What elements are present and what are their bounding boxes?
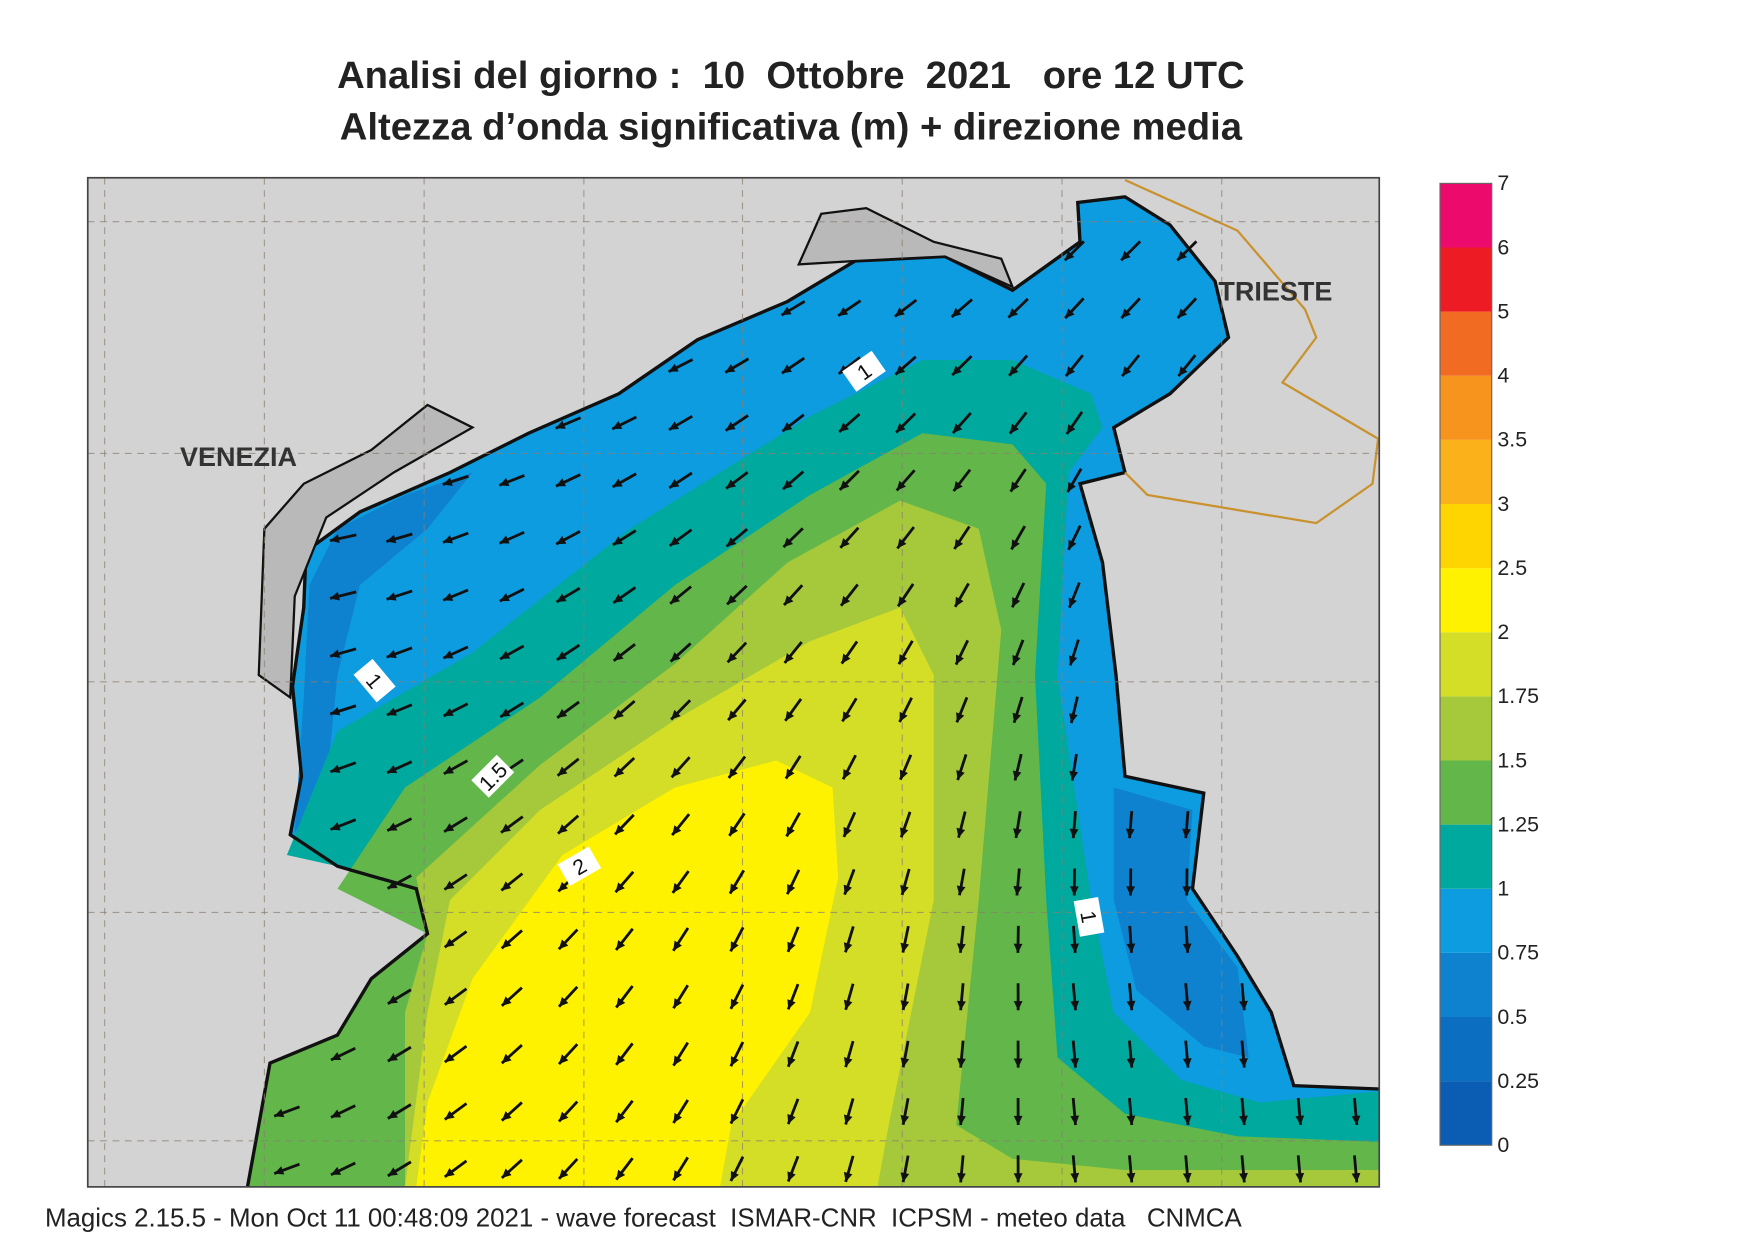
legend-tick: 2.5 — [1497, 556, 1527, 580]
legend-tick: 1 — [1497, 877, 1509, 901]
legend-tick: 0.5 — [1497, 1005, 1527, 1029]
legend-swatch — [1440, 1017, 1492, 1081]
legend-tick: 6 — [1497, 235, 1509, 259]
legend-swatch — [1440, 825, 1492, 889]
legend: 0 0.25 0.5 0.75 1 1.25 1.5 1.75 2 2.5 3 3.5 4 5 6 7 — [1440, 171, 1539, 1157]
legend-swatch — [1440, 248, 1492, 312]
legend-swatch — [1440, 312, 1492, 376]
legend-tick: 3 — [1497, 492, 1509, 516]
legend-tick: 1.5 — [1497, 748, 1527, 772]
title-line-1: Analisi del giorno : 10 Ottobre 2021 ore… — [337, 54, 1245, 97]
footer: Magics 2.15.5 - Mon Oct 11 00:48:09 2021… — [45, 1204, 1242, 1232]
legend-swatch — [1440, 568, 1492, 632]
legend-tick: 0.25 — [1497, 1069, 1539, 1093]
map: 111.521 VENEZIA TRIESTE — [88, 178, 1380, 1187]
legend-tick: 0.75 — [1497, 941, 1539, 965]
legend-swatch — [1440, 632, 1492, 696]
legend-swatch — [1440, 376, 1492, 440]
legend-swatch — [1440, 1081, 1492, 1145]
legend-tick: 5 — [1497, 299, 1509, 323]
legend-swatch — [1440, 696, 1492, 760]
legend-tick: 1.25 — [1497, 812, 1539, 836]
legend-swatch — [1440, 761, 1492, 825]
legend-tick: 1.75 — [1497, 684, 1539, 708]
legend-tick: 7 — [1497, 171, 1509, 195]
legend-swatch — [1440, 889, 1492, 953]
legend-tick: 0 — [1497, 1133, 1509, 1157]
place-label: VENEZIA — [180, 442, 297, 472]
legend-tick: 2 — [1497, 620, 1509, 644]
legend-tick: 3.5 — [1497, 428, 1527, 452]
title-line-2: Altezza d’onda significativa (m) + direz… — [340, 106, 1243, 149]
legend-swatch — [1440, 953, 1492, 1017]
legend-swatch — [1440, 504, 1492, 568]
legend-swatch — [1440, 440, 1492, 504]
place-label: TRIESTE — [1218, 276, 1332, 306]
legend-tick: 4 — [1497, 364, 1509, 388]
legend-swatch — [1440, 183, 1492, 247]
